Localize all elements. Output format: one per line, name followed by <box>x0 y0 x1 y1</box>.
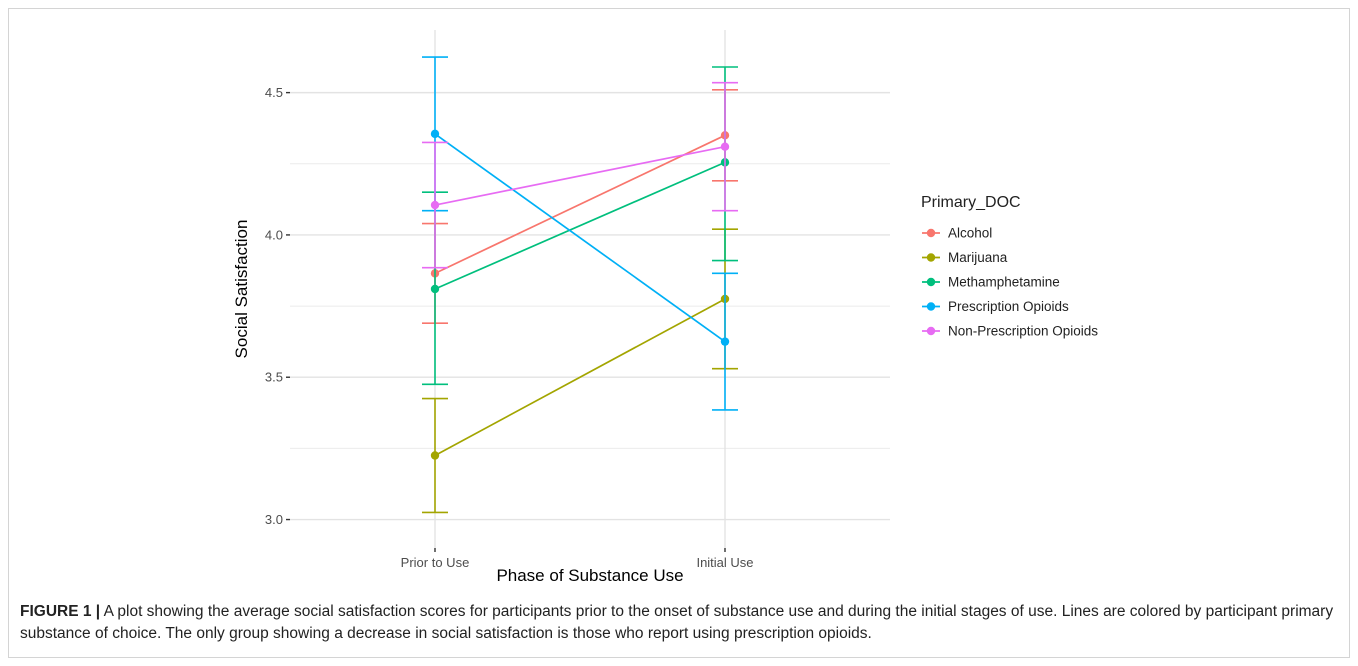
legend-label: Methamphetamine <box>948 275 1060 290</box>
series-line <box>434 133 726 343</box>
legend-item: Prescription Opioids <box>922 299 1069 314</box>
legend-label: Prescription Opioids <box>948 299 1069 314</box>
series-layer <box>422 56 738 514</box>
legend-key-point <box>926 253 936 262</box>
figure-caption: FIGURE 1 | A plot showing the average so… <box>20 601 1340 645</box>
data-point <box>430 284 440 294</box>
legend-key-point <box>926 302 936 311</box>
legend-key-point <box>926 326 936 336</box>
legend-title: Primary_DOC <box>921 194 1021 211</box>
data-point <box>430 129 440 139</box>
x-axis: Prior to Use Initial Use <box>401 548 754 570</box>
legend-label: Marijuana <box>948 250 1008 265</box>
legend-item: Non-Prescription Opioids <box>922 324 1098 339</box>
series-line <box>434 134 726 275</box>
legend-key-point <box>926 228 936 238</box>
y-axis-title: Social Satisfaction <box>232 220 251 359</box>
y-tick-label: 3.5 <box>265 370 283 385</box>
data-point <box>430 200 440 210</box>
y-tick-label: 4.5 <box>265 85 283 100</box>
legend-item: Alcohol <box>922 226 992 241</box>
legend-label: Alcohol <box>948 226 992 241</box>
legend-items: Alcohol Marijuana Methamphetamine Prescript… <box>922 226 1098 339</box>
data-point <box>720 142 730 151</box>
legend: Primary_DOC Alcohol Marijuana Methamphetam… <box>921 194 1098 339</box>
series-line <box>434 161 726 290</box>
caption-label: FIGURE 1 | <box>20 603 101 620</box>
data-point <box>430 451 440 460</box>
y-tick-label: 3.0 <box>265 512 283 527</box>
series-line <box>434 145 726 206</box>
x-tick-label: Prior to Use <box>401 555 470 570</box>
data-point <box>720 337 730 346</box>
series-line <box>434 298 726 457</box>
caption-text: A plot showing the average social satisf… <box>20 603 1334 642</box>
legend-item: Methamphetamine <box>922 275 1060 290</box>
legend-label: Non-Prescription Opioids <box>948 324 1098 339</box>
series-non-prescription-opioids <box>422 81 738 269</box>
plot-panel <box>290 30 890 548</box>
y-axis: 3.0 3.5 4.0 4.5 <box>265 85 290 527</box>
line-chart: 3.0 3.5 4.0 4.5 Prior to Use Initial Use Soc… <box>232 30 1098 585</box>
legend-item: Marijuana <box>922 250 1008 265</box>
legend-key-point <box>926 277 936 287</box>
x-tick-label: Initial Use <box>696 555 753 570</box>
y-tick-label: 4.0 <box>265 227 283 242</box>
x-axis-title: Phase of Substance Use <box>496 566 683 585</box>
